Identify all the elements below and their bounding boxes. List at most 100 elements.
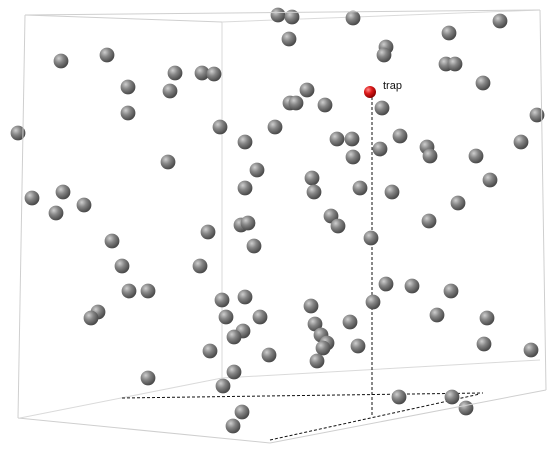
particle bbox=[288, 95, 304, 111]
particle bbox=[476, 336, 492, 352]
particle bbox=[140, 283, 156, 299]
particle bbox=[240, 215, 256, 231]
particle bbox=[160, 154, 176, 170]
particle bbox=[468, 148, 484, 164]
particle bbox=[352, 180, 368, 196]
particle bbox=[214, 292, 230, 308]
particle bbox=[363, 230, 379, 246]
particle bbox=[350, 338, 366, 354]
particle bbox=[429, 307, 445, 323]
particle bbox=[450, 195, 466, 211]
particle bbox=[376, 47, 392, 63]
particle bbox=[523, 342, 539, 358]
box-edge bbox=[269, 389, 547, 444]
particle bbox=[391, 389, 407, 405]
particle bbox=[252, 309, 268, 325]
particle bbox=[120, 105, 136, 121]
particle bbox=[421, 213, 437, 229]
trap-label: trap bbox=[383, 80, 402, 92]
particle bbox=[10, 125, 26, 141]
particle bbox=[24, 190, 40, 206]
particle bbox=[140, 370, 156, 386]
box-edge bbox=[539, 9, 547, 391]
particle bbox=[218, 309, 234, 325]
particle bbox=[206, 66, 222, 82]
particle bbox=[529, 107, 545, 123]
box-back-edges bbox=[19, 9, 541, 419]
particle bbox=[458, 400, 474, 416]
particle bbox=[378, 276, 394, 292]
particle bbox=[307, 316, 323, 332]
particle bbox=[299, 82, 315, 98]
particle bbox=[392, 128, 408, 144]
floor-guide-lines bbox=[121, 392, 484, 441]
particle bbox=[194, 65, 210, 81]
particle bbox=[372, 141, 388, 157]
box-edge bbox=[24, 9, 541, 16]
particle bbox=[104, 233, 120, 249]
particle bbox=[281, 31, 297, 47]
particle bbox=[479, 310, 495, 326]
trap-marker bbox=[364, 86, 376, 98]
particle bbox=[513, 134, 529, 150]
particle bbox=[492, 13, 508, 29]
particle bbox=[374, 100, 390, 116]
particle bbox=[384, 184, 400, 200]
particle bbox=[200, 224, 216, 240]
particle bbox=[167, 65, 183, 81]
floor-guide-x bbox=[121, 392, 484, 399]
particle bbox=[215, 378, 231, 394]
particle bbox=[55, 184, 71, 200]
particle bbox=[443, 283, 459, 299]
particle-group bbox=[10, 7, 545, 434]
particle bbox=[309, 353, 325, 369]
floor-guide-y bbox=[269, 393, 481, 441]
particle bbox=[162, 83, 178, 99]
particle bbox=[237, 134, 253, 150]
particle bbox=[284, 9, 300, 25]
particle bbox=[345, 149, 361, 165]
particle bbox=[202, 343, 218, 359]
box-edge bbox=[17, 14, 26, 419]
particle bbox=[441, 25, 457, 41]
particle bbox=[482, 172, 498, 188]
particle bbox=[344, 131, 360, 147]
particle bbox=[234, 404, 250, 420]
particle bbox=[237, 289, 253, 305]
box-front-edges bbox=[17, 9, 547, 444]
particle bbox=[120, 79, 136, 95]
particle bbox=[212, 119, 228, 135]
particle bbox=[249, 162, 265, 178]
particle bbox=[237, 180, 253, 196]
particle bbox=[114, 258, 130, 274]
particle bbox=[48, 205, 64, 221]
box-edge bbox=[221, 359, 541, 379]
particle bbox=[404, 278, 420, 294]
particle bbox=[365, 294, 381, 310]
particle bbox=[246, 238, 262, 254]
particle bbox=[330, 218, 346, 234]
particle bbox=[303, 298, 319, 314]
particle bbox=[53, 53, 69, 69]
particle bbox=[475, 75, 491, 91]
particle bbox=[76, 197, 92, 213]
particle bbox=[304, 170, 320, 186]
particle bbox=[121, 283, 137, 299]
particle bbox=[342, 314, 358, 330]
particle bbox=[99, 47, 115, 63]
particle bbox=[306, 184, 322, 200]
particle bbox=[447, 56, 463, 72]
particle bbox=[226, 329, 242, 345]
particle bbox=[444, 389, 460, 405]
particle bbox=[261, 347, 277, 363]
particle bbox=[422, 148, 438, 164]
particle bbox=[315, 340, 331, 356]
particle bbox=[225, 418, 241, 434]
particle bbox=[317, 97, 333, 113]
particle bbox=[270, 7, 286, 23]
particle bbox=[83, 310, 99, 326]
box-edge bbox=[19, 377, 223, 419]
particle bbox=[226, 364, 242, 380]
particle bbox=[192, 258, 208, 274]
